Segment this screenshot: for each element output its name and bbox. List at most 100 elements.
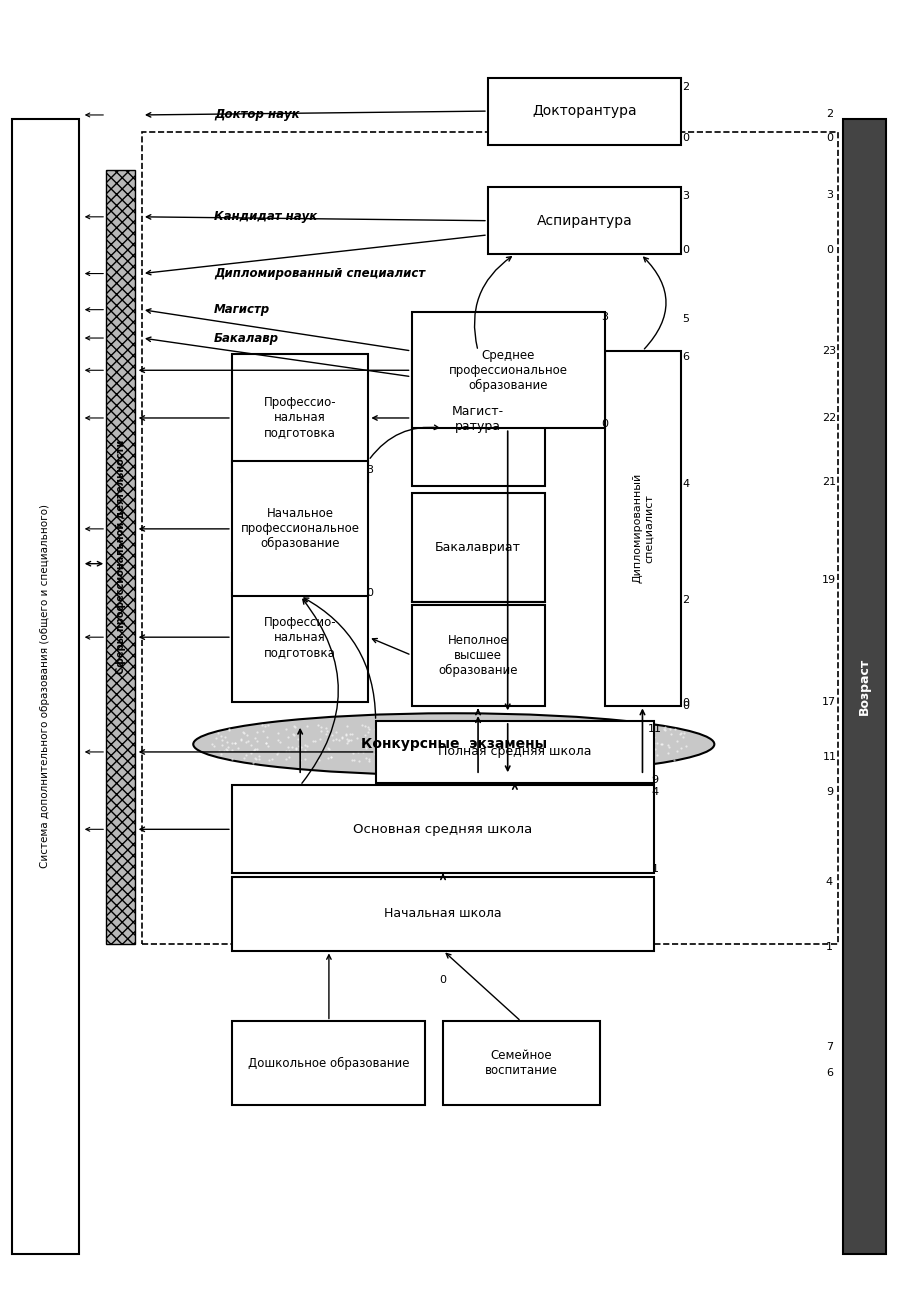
Point bbox=[562, 746, 576, 767]
Point bbox=[514, 749, 528, 769]
Point bbox=[458, 729, 472, 750]
Text: 4: 4 bbox=[824, 877, 832, 887]
Text: Система дополнительного образования (общего и специального): Система дополнительного образования (общ… bbox=[41, 504, 51, 868]
Point bbox=[489, 733, 503, 754]
Point bbox=[246, 752, 260, 773]
Text: 11: 11 bbox=[647, 724, 661, 734]
Point bbox=[597, 720, 611, 741]
Point bbox=[247, 739, 262, 760]
Point bbox=[649, 745, 664, 765]
Point bbox=[312, 750, 326, 771]
Point bbox=[271, 742, 285, 763]
Point bbox=[638, 721, 652, 742]
Point bbox=[219, 732, 234, 752]
Point bbox=[361, 751, 376, 772]
Point bbox=[249, 732, 264, 752]
Point bbox=[259, 733, 274, 754]
Point bbox=[391, 732, 405, 752]
Point bbox=[230, 738, 245, 759]
Point bbox=[270, 723, 284, 743]
Point bbox=[392, 749, 406, 769]
Text: 0: 0 bbox=[366, 588, 372, 598]
Text: 19: 19 bbox=[822, 575, 835, 585]
Point bbox=[356, 741, 370, 761]
Point bbox=[261, 715, 275, 736]
Point bbox=[313, 721, 328, 742]
Point bbox=[674, 723, 688, 743]
Point bbox=[572, 721, 586, 742]
Point bbox=[610, 716, 624, 737]
Point bbox=[350, 742, 365, 763]
Point bbox=[360, 716, 375, 737]
Point bbox=[452, 737, 467, 758]
Text: 3: 3 bbox=[366, 465, 372, 474]
Point bbox=[656, 717, 671, 738]
Text: 4: 4 bbox=[651, 787, 658, 796]
Point bbox=[324, 725, 339, 746]
Point bbox=[662, 737, 676, 758]
FancyBboxPatch shape bbox=[842, 119, 885, 1254]
Text: Магистр: Магистр bbox=[214, 303, 270, 316]
Point bbox=[433, 742, 448, 763]
Point bbox=[600, 725, 615, 746]
Point bbox=[543, 743, 557, 764]
Point bbox=[342, 724, 357, 745]
Text: 0: 0 bbox=[682, 133, 688, 144]
Point bbox=[281, 726, 295, 747]
Point bbox=[219, 738, 233, 759]
Point bbox=[586, 732, 600, 752]
Text: Аспирантура: Аспирантура bbox=[536, 214, 632, 228]
Point bbox=[222, 719, 237, 739]
FancyBboxPatch shape bbox=[604, 351, 680, 706]
Point bbox=[513, 733, 527, 754]
Point bbox=[469, 724, 483, 745]
Point bbox=[240, 730, 255, 751]
Point bbox=[466, 747, 480, 768]
Point bbox=[511, 743, 526, 764]
Point bbox=[514, 742, 528, 763]
Text: Неполное
высшее
образование: Неполное высшее образование bbox=[438, 633, 517, 677]
Point bbox=[638, 752, 653, 773]
Point bbox=[512, 751, 526, 772]
Point bbox=[433, 736, 448, 756]
Point bbox=[238, 732, 253, 752]
Point bbox=[416, 724, 431, 745]
Point bbox=[484, 733, 498, 754]
Point bbox=[507, 747, 521, 768]
Point bbox=[452, 720, 466, 741]
Point bbox=[516, 747, 530, 768]
Point bbox=[545, 747, 560, 768]
Point bbox=[525, 743, 539, 764]
Point bbox=[264, 749, 278, 769]
Point bbox=[451, 721, 465, 742]
Point bbox=[567, 742, 582, 763]
Point bbox=[373, 734, 387, 755]
Point bbox=[638, 715, 653, 736]
Text: Докторантура: Докторантура bbox=[532, 104, 636, 118]
Text: Доктор наук: Доктор наук bbox=[214, 109, 299, 122]
Point bbox=[220, 737, 235, 758]
Point bbox=[622, 717, 637, 738]
Point bbox=[260, 736, 275, 756]
Point bbox=[496, 719, 510, 739]
Point bbox=[546, 721, 561, 742]
Point bbox=[411, 736, 425, 756]
Point bbox=[473, 749, 488, 769]
Point bbox=[321, 739, 336, 760]
Point bbox=[569, 736, 583, 756]
Point bbox=[397, 745, 412, 765]
Point bbox=[641, 750, 656, 771]
Point bbox=[474, 749, 489, 769]
FancyBboxPatch shape bbox=[411, 493, 544, 602]
Point bbox=[298, 739, 312, 760]
Point bbox=[281, 737, 295, 758]
Point bbox=[318, 724, 332, 745]
Point bbox=[378, 743, 393, 764]
Point bbox=[628, 752, 643, 773]
Point bbox=[579, 750, 593, 771]
Point bbox=[220, 739, 235, 760]
Point bbox=[678, 736, 693, 756]
Point bbox=[526, 739, 541, 760]
Point bbox=[377, 746, 392, 767]
Point bbox=[225, 749, 239, 769]
